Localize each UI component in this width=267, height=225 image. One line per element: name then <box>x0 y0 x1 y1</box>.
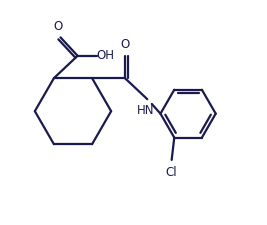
Text: Cl: Cl <box>166 166 178 179</box>
Text: O: O <box>53 20 62 33</box>
Text: OH: OH <box>97 49 115 62</box>
Text: HN: HN <box>137 104 155 117</box>
Text: O: O <box>120 38 129 51</box>
